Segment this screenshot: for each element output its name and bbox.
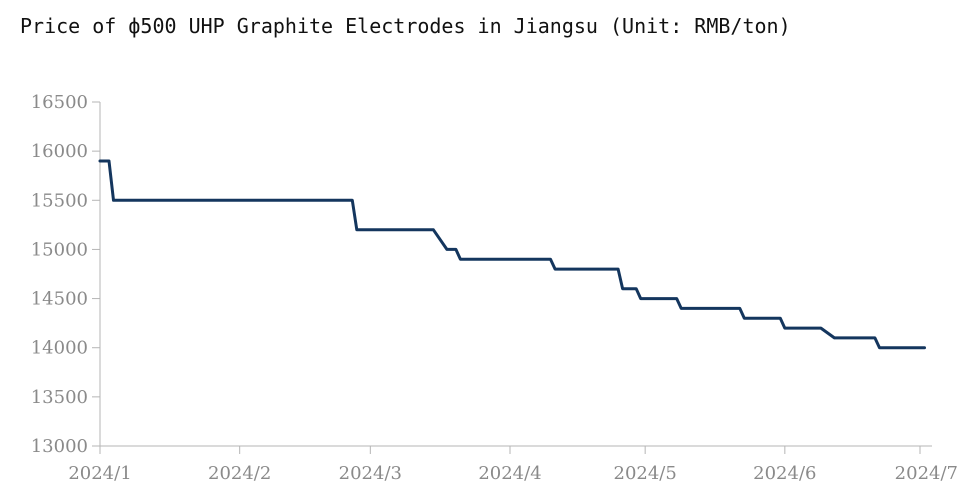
data-point bbox=[355, 228, 358, 231]
data-point bbox=[923, 346, 926, 349]
data-point bbox=[621, 287, 624, 290]
data-point bbox=[351, 199, 354, 202]
data-point bbox=[779, 317, 782, 320]
x-tick-label: 2024/6 bbox=[753, 463, 816, 484]
data-point bbox=[833, 336, 836, 340]
data-point bbox=[873, 336, 877, 340]
y-tick-label: 15000 bbox=[31, 239, 88, 260]
data-point bbox=[675, 297, 678, 300]
x-tick-label: 2024/1 bbox=[68, 463, 131, 484]
data-point bbox=[549, 258, 552, 261]
y-tick-label: 14500 bbox=[31, 289, 88, 310]
data-point bbox=[738, 307, 741, 310]
data-point bbox=[112, 199, 115, 202]
data-point bbox=[459, 258, 462, 261]
data-point bbox=[553, 267, 557, 271]
data-point bbox=[616, 267, 620, 271]
data-point bbox=[819, 326, 823, 330]
data-point bbox=[454, 248, 458, 251]
series-group bbox=[98, 159, 926, 350]
x-tick-label: 2024/3 bbox=[339, 463, 402, 484]
data-point bbox=[445, 248, 449, 251]
x-axis: 2024/1 2024/2 2024/3 2024/4 2024/5 2024/6 2024… bbox=[68, 445, 958, 484]
data-point bbox=[680, 307, 683, 310]
series-line bbox=[98, 159, 926, 350]
data-point bbox=[878, 346, 881, 349]
y-axis: 16500 16000 15500 15000 14500 14000 13500 13000 bbox=[31, 92, 101, 457]
chart-title: Price of ф500 UHP Graphite Electrodes in… bbox=[20, 14, 791, 38]
data-point bbox=[783, 326, 786, 330]
x-tick-label: 2024/4 bbox=[478, 463, 541, 484]
x-tick-label: 2024/2 bbox=[208, 463, 271, 484]
data-point bbox=[743, 317, 746, 320]
y-tick-label: 14000 bbox=[31, 338, 88, 359]
y-tick-label: 16500 bbox=[31, 92, 88, 113]
y-tick-label: 13000 bbox=[31, 436, 88, 457]
x-tick-label: 2024/7 bbox=[895, 463, 958, 484]
data-point bbox=[98, 159, 102, 163]
y-tick-label: 13500 bbox=[31, 387, 88, 408]
data-point bbox=[107, 159, 111, 163]
x-tick-label: 2024/5 bbox=[614, 463, 677, 484]
data-point bbox=[639, 297, 642, 300]
data-point bbox=[432, 228, 435, 231]
data-point bbox=[635, 287, 638, 290]
y-tick-label: 16000 bbox=[31, 141, 88, 162]
y-tick-label: 15500 bbox=[31, 190, 88, 211]
